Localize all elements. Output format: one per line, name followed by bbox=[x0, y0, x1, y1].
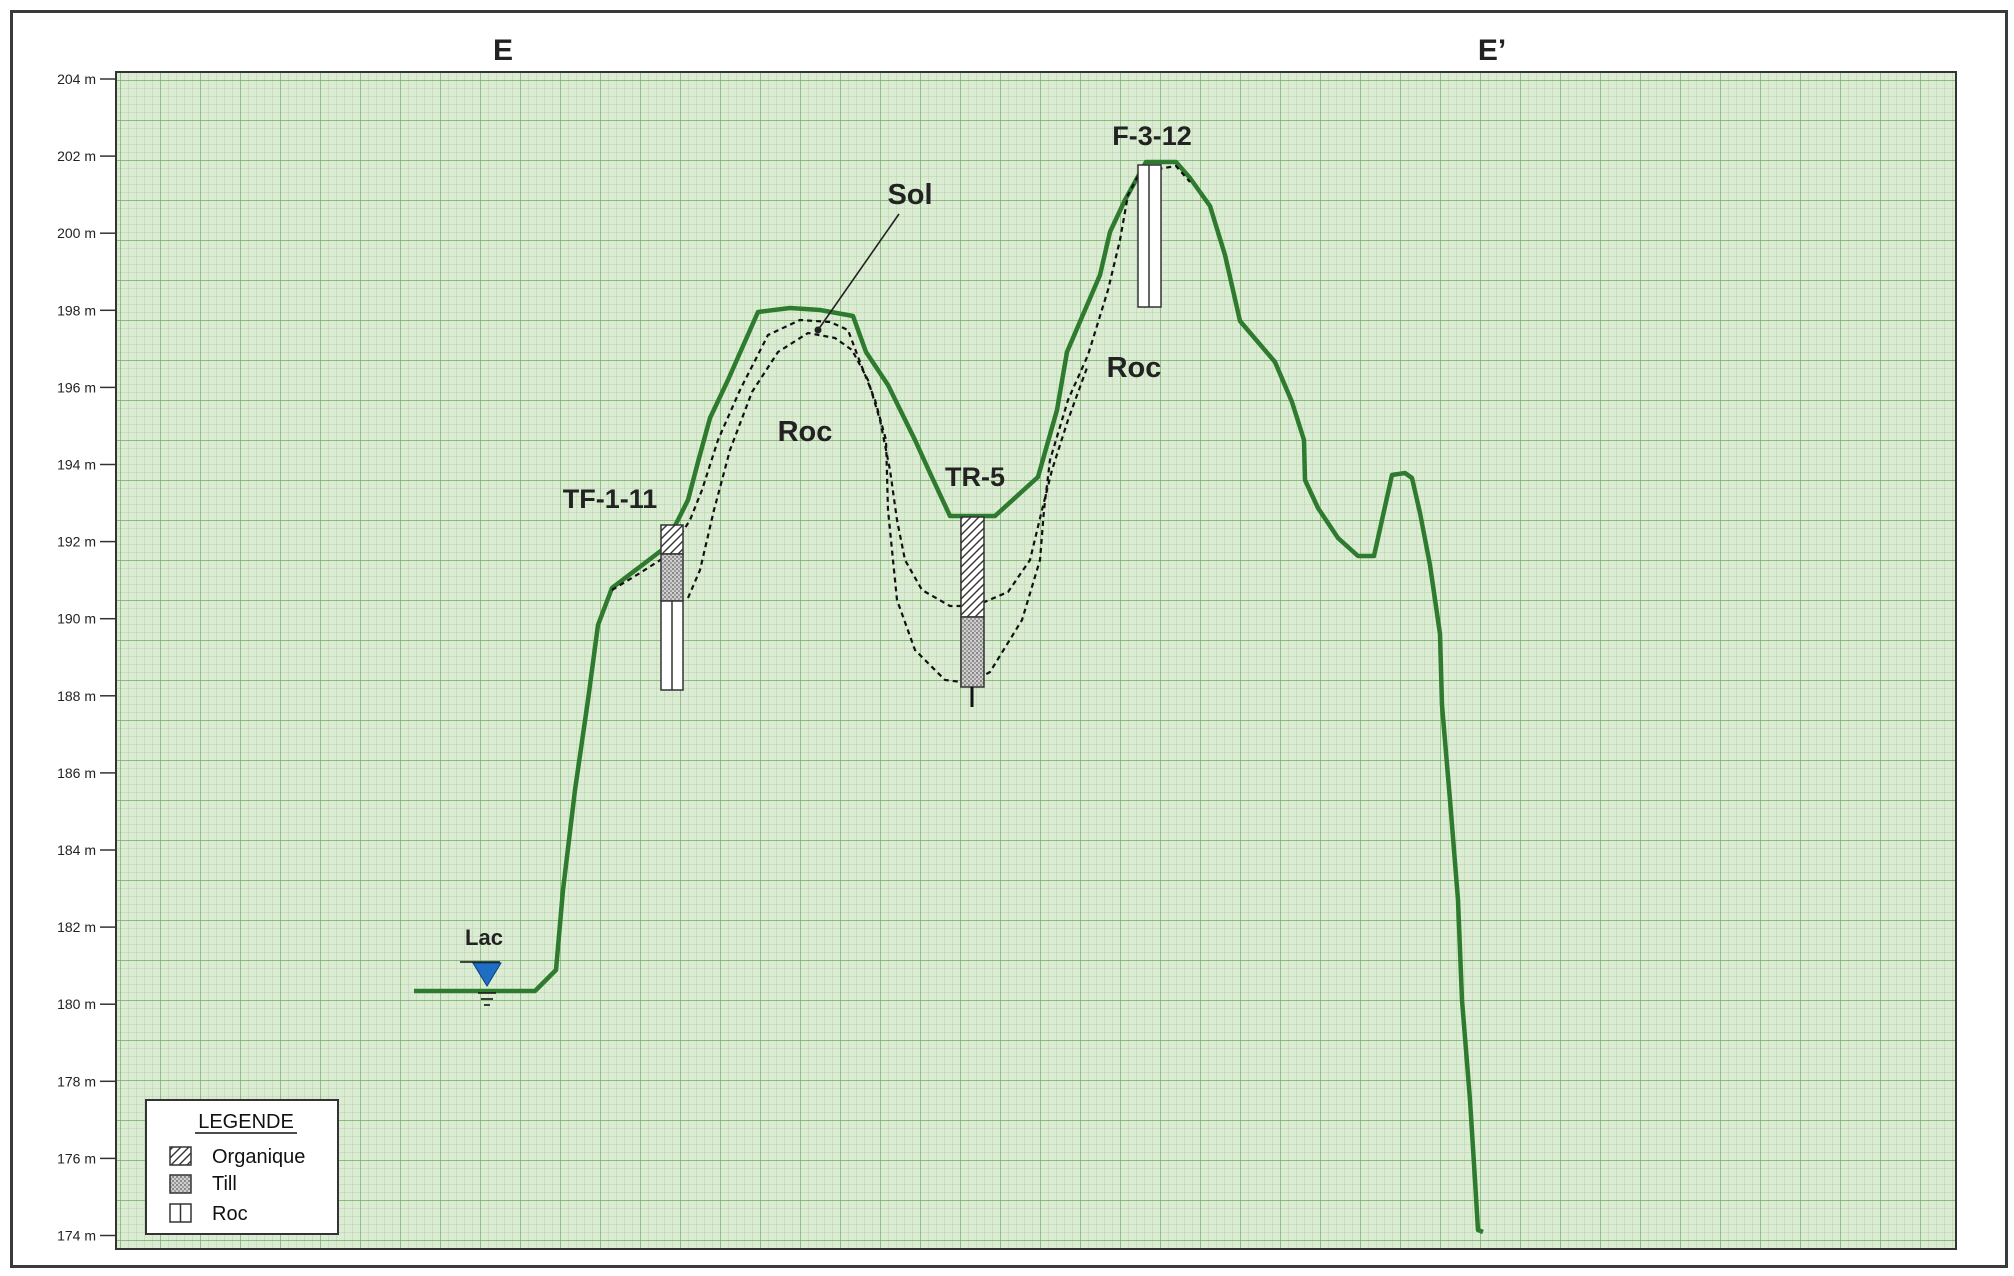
y-tick-label: 190 m bbox=[57, 611, 96, 627]
y-tick-label: 196 m bbox=[57, 379, 96, 395]
legend-swatch-organique bbox=[169, 1146, 192, 1166]
y-tick-label: 186 m bbox=[57, 765, 96, 781]
section-start-label: E bbox=[493, 34, 513, 67]
legend-title: LEGENDE bbox=[198, 1111, 294, 1133]
water-level-symbol bbox=[460, 961, 502, 1006]
borehole-label-tr-5: TR-5 bbox=[945, 462, 1005, 492]
y-tick-label: 202 m bbox=[57, 148, 96, 164]
soil-rock-contact-inner bbox=[686, 331, 1090, 608]
borehole-label-f-3-12: F-3-12 bbox=[1112, 121, 1192, 151]
legend-swatch-till bbox=[169, 1174, 192, 1194]
y-tick-label: 192 m bbox=[57, 534, 96, 550]
ground-profile-line bbox=[414, 159, 1484, 1235]
y-tick-label: 198 m bbox=[57, 302, 96, 318]
legend: LEGENDE Organique Till Roc bbox=[145, 1099, 339, 1235]
sol-leader-dot bbox=[814, 326, 822, 334]
y-tick-label: 178 m bbox=[57, 1073, 96, 1089]
y-tick-label: 200 m bbox=[57, 225, 96, 241]
borehole-label-tf-1-11: TF-1-11 bbox=[563, 484, 658, 514]
roc-label-right: Roc bbox=[1107, 352, 1162, 384]
y-tick-label: 174 m bbox=[57, 1228, 96, 1244]
soil-rock-contact-outer bbox=[611, 164, 1191, 685]
sol-label: Sol bbox=[887, 179, 932, 211]
y-tick-label: 182 m bbox=[57, 919, 96, 935]
legend-label-till: Till bbox=[212, 1173, 237, 1195]
section-end-label: E’ bbox=[1478, 34, 1506, 67]
y-tick-label: 184 m bbox=[57, 842, 96, 858]
y-tick-label: 194 m bbox=[57, 457, 96, 473]
y-tick-label: 188 m bbox=[57, 688, 96, 704]
borehole-tf-1-11 bbox=[660, 524, 684, 691]
y-axis: 204 m 202 m 200 m 198 m 196 m 194 m 192 m 190 m… bbox=[57, 71, 116, 1244]
roc-label-left: Roc bbox=[778, 416, 833, 448]
y-tick-label: 176 m bbox=[57, 1150, 96, 1166]
legend-label-organique: Organique bbox=[212, 1146, 305, 1168]
lake-label: Lac bbox=[465, 925, 503, 950]
sol-leader-line bbox=[817, 213, 900, 331]
borehole-tr-5 bbox=[960, 516, 985, 707]
y-tick-label: 180 m bbox=[57, 996, 96, 1012]
graph-paper bbox=[115, 71, 1957, 1250]
borehole-f-3-12 bbox=[1137, 164, 1162, 308]
legend-label-roc: Roc bbox=[212, 1203, 248, 1225]
y-tick-label: 204 m bbox=[57, 71, 96, 87]
